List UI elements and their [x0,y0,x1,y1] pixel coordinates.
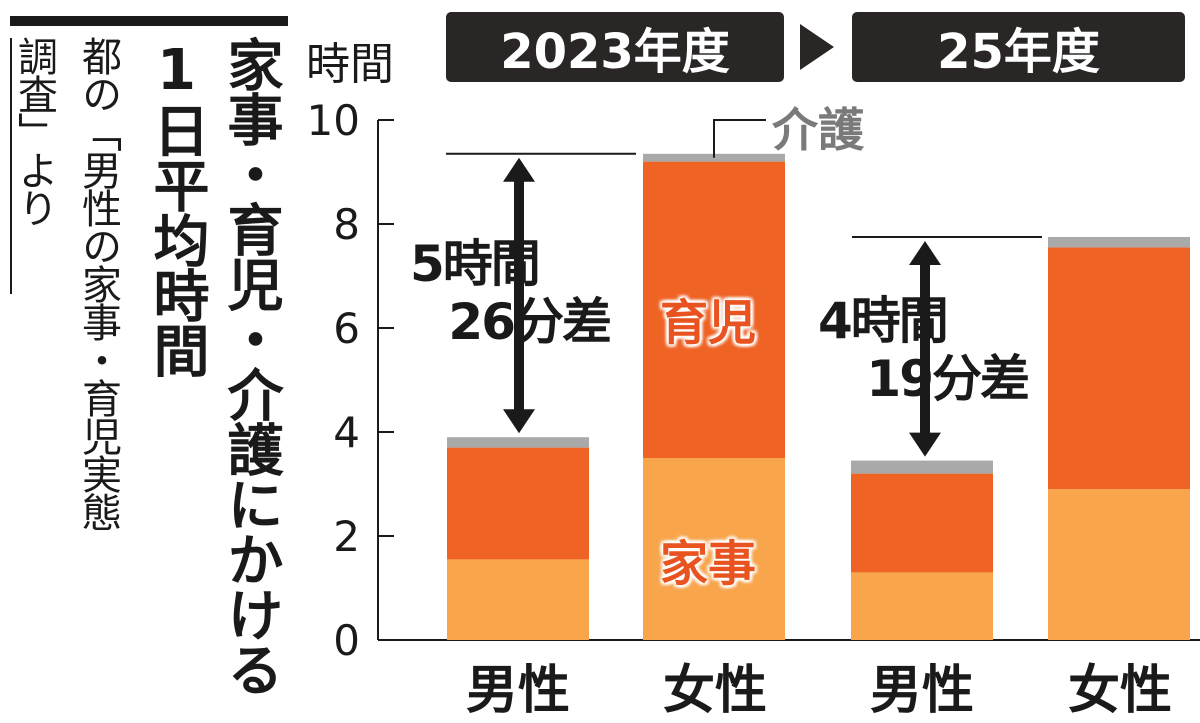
gap-2023-arrow-head-down [503,409,535,434]
bar-segment-childcare [851,473,993,573]
gap-2025-arrow-head-up [909,241,941,265]
bar-segment-care [643,153,785,162]
bar-segment-housework [851,572,993,640]
bar-segment-childcare [1048,247,1190,490]
chart-subtitle: 1日平均時間 [144,38,209,377]
bar-segment-care [851,460,993,474]
bar-segment-housework [643,458,785,640]
period-tab-2023: 2023年度 [446,12,784,82]
gap-label-2023-minutes: 26分差 [448,293,612,351]
y-tick-label: 0 [333,616,360,665]
y-tick-label: 8 [333,200,360,249]
arrow-right-icon [800,24,834,70]
y-tick-label: 4 [333,408,360,457]
gap-2023-arrow-head-up [503,157,535,182]
bar-segment-care [1048,237,1190,248]
x-category-label: 男性 [465,661,570,721]
bar-segment-housework [1048,489,1190,640]
x-category-label: 女性 [662,661,767,721]
bar-segment-housework [447,559,589,640]
y-tick-label: 10 [306,96,360,145]
source-note-line-2: 調査」より [11,36,57,226]
y-tick-label: 6 [333,304,360,353]
bar-segment-care [447,437,589,448]
segment-label-childcare: 育児 [660,295,757,351]
y-tick-label: 2 [333,512,360,561]
y-axis-unit: 時間 [306,39,394,90]
bar-segment-childcare [447,447,589,560]
care-label-leader [713,119,766,158]
gap-label-2025-hours: 4時間 [818,292,949,350]
gap-label-2025-minutes: 19分差 [866,350,1030,408]
segment-label-care: 介護 [772,103,864,157]
gap-label-2023-hours: 5時間 [410,235,541,293]
period-tab-2025: 25年度 [852,12,1185,82]
bar-segment-childcare [643,161,785,458]
segment-label-housework: 家事 [660,536,757,592]
gap-2025-arrow-head-down [909,432,941,457]
gap-label-2025: 4時間 19分差 [818,292,1030,408]
x-category-label: 男性 [869,661,974,721]
source-rule [10,38,12,294]
x-category-label: 女性 [1067,661,1172,721]
title-rule [10,16,288,26]
chart-title: 家事・育児・介護にかける [218,36,283,696]
source-note-line-1: 都の「男性の家事・育児実態 [75,36,121,530]
gap-label-2023: 5時間 26分差 [410,235,612,351]
